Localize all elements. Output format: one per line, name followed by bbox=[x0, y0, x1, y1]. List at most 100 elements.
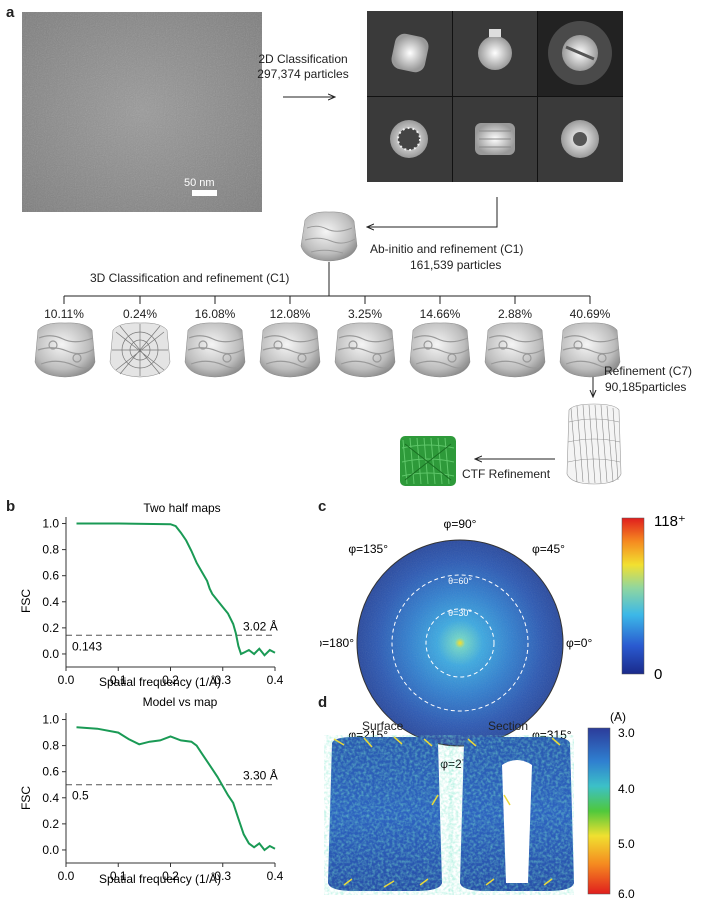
x-axis-label: Spatial frequency (1/Å) bbox=[99, 871, 221, 886]
class3d-map bbox=[484, 322, 546, 378]
phi-label: φ=45° bbox=[532, 542, 565, 556]
class-average bbox=[538, 11, 623, 96]
abinitio-map bbox=[300, 211, 358, 262]
x-tick-label: 0.2 bbox=[162, 869, 179, 883]
resolution-annotation: 3.30 Å bbox=[243, 768, 278, 783]
class-average bbox=[538, 97, 623, 182]
abinitio-title: Ab-initio and refinement (C1) bbox=[370, 242, 524, 256]
count-colorbar: 118⁺ 0 bbox=[621, 514, 686, 683]
ctf-title: CTF Refinement bbox=[462, 467, 551, 481]
class3d-map bbox=[259, 322, 321, 378]
colorbar-tick: 5.0 bbox=[618, 837, 635, 851]
theta-60-ring bbox=[391, 574, 529, 712]
threshold-label: 0.5 bbox=[72, 789, 89, 803]
fsc-curve bbox=[76, 726, 276, 852]
phi-label: φ=180° bbox=[320, 636, 354, 650]
class-average bbox=[452, 97, 538, 182]
atomic-model bbox=[400, 436, 456, 486]
phi-label: φ=0° bbox=[566, 636, 592, 650]
class-average bbox=[367, 11, 452, 96]
threshold-label: 0.143 bbox=[72, 639, 102, 653]
y-axis-label: FSC bbox=[19, 786, 33, 810]
local-resolution-colorbar: (Å) 3.0 4.0 5.0 6.0 bbox=[587, 712, 635, 901]
class-average bbox=[367, 97, 452, 182]
fsc-curve bbox=[76, 522, 276, 657]
y-tick-label: 0.6 bbox=[42, 569, 59, 583]
class3d-percent: 14.66% bbox=[419, 307, 461, 321]
theta-30-ring bbox=[425, 608, 495, 678]
scale-bar bbox=[192, 190, 217, 196]
class2d-title: 2D Classification bbox=[258, 52, 348, 66]
x-tick-label: 0.3 bbox=[214, 673, 231, 687]
colorbar-tick: 3.0 bbox=[618, 726, 635, 740]
micrograph-image: 50 nm bbox=[22, 12, 262, 212]
y-tick-label: 0.8 bbox=[42, 739, 59, 753]
chart-title: Two half maps bbox=[143, 501, 220, 515]
c7-map bbox=[566, 403, 622, 485]
y-tick-label: 0.2 bbox=[42, 621, 59, 635]
section-label: Section bbox=[488, 719, 529, 733]
x-tick-label: 0.3 bbox=[214, 869, 231, 883]
class3d-map bbox=[109, 322, 171, 378]
y-tick-label: 0.4 bbox=[42, 791, 59, 805]
x-tick-label: 0.0 bbox=[58, 869, 75, 883]
x-tick-label: 0.4 bbox=[267, 673, 284, 687]
class3d-percent: 12.08% bbox=[269, 307, 311, 321]
panel-letter-c: c bbox=[318, 498, 327, 515]
tree-branches bbox=[63, 296, 591, 304]
x-tick-label: 0.2 bbox=[162, 673, 179, 687]
theta-label: θ=30° bbox=[448, 608, 472, 618]
refine-c7-title: Refinement (C7) bbox=[604, 364, 693, 378]
colorbar-unit: (Å) bbox=[610, 712, 626, 724]
micrograph-texture bbox=[22, 12, 262, 212]
y-tick-label: 1.0 bbox=[42, 713, 59, 727]
class3d-percent: 2.88% bbox=[497, 307, 533, 321]
y-tick-label: 0.8 bbox=[42, 543, 59, 557]
panel-letter-b: b bbox=[6, 498, 16, 515]
class3d-percent: 16.08% bbox=[194, 307, 236, 321]
local-resolution-maps bbox=[328, 736, 574, 891]
class3d-percent: 10.11% bbox=[44, 307, 84, 321]
class2d-count: 297,374 particles bbox=[257, 67, 349, 81]
x-tick-label: 0.4 bbox=[267, 869, 284, 883]
fsc-chart-halfmaps: Two half maps 0.0 0.2 0.4 0.6 0.8 1.0 0.0 0.1 0.… bbox=[19, 501, 284, 689]
angular-distribution-plot: θ=60° θ=30° φ=90° φ=45° φ=0° φ=315° φ=27… bbox=[320, 517, 592, 771]
class3d-percent: 3.25% bbox=[347, 307, 383, 321]
class3d-percent: 40.69% bbox=[569, 307, 611, 321]
x-tick-label: 0.1 bbox=[110, 869, 127, 883]
panel-letter-d: d bbox=[318, 694, 328, 711]
colorbar-max: 118⁺ bbox=[654, 514, 686, 530]
resolution-annotation: 3.02 Å bbox=[243, 618, 278, 633]
surface-label: Surface bbox=[362, 719, 404, 733]
chart-title: Model vs map bbox=[143, 695, 218, 709]
scale-bar-label: 50 nm bbox=[184, 177, 215, 189]
y-tick-label: 0.0 bbox=[42, 843, 59, 857]
refine-c7-count: 90,185particles bbox=[605, 380, 687, 394]
y-tick-label: 0.0 bbox=[42, 647, 59, 661]
colorbar-tick: 6.0 bbox=[618, 887, 635, 901]
y-tick-label: 1.0 bbox=[42, 517, 59, 531]
panel-letter-a: a bbox=[6, 4, 15, 21]
y-tick-label: 0.6 bbox=[42, 765, 59, 779]
arrow-to-abinitio bbox=[367, 197, 498, 227]
class2d-grid bbox=[367, 11, 623, 182]
x-tick-label: 0.1 bbox=[110, 673, 127, 687]
class3d-map bbox=[34, 322, 96, 378]
x-tick-label: 0.0 bbox=[58, 673, 75, 687]
y-axis-label: FSC bbox=[19, 589, 33, 613]
class3d-map bbox=[334, 322, 396, 378]
y-tick-label: 0.2 bbox=[42, 817, 59, 831]
class3d-percent: 0.24% bbox=[122, 307, 158, 321]
theta-label: θ=60° bbox=[448, 576, 472, 586]
class3d-title: 3D Classification and refinement (C1) bbox=[90, 271, 290, 285]
phi-label: φ=135° bbox=[348, 542, 388, 556]
phi-label: φ=90° bbox=[444, 517, 477, 531]
x-axis-label: Spatial frequency (1/Å) bbox=[99, 674, 221, 689]
abinitio-count: 161,539 particles bbox=[410, 258, 502, 272]
class3d-map bbox=[184, 322, 246, 378]
class3d-map bbox=[409, 322, 471, 378]
colorbar-min: 0 bbox=[654, 666, 662, 683]
section-map bbox=[460, 737, 574, 891]
surface-map bbox=[328, 736, 442, 891]
